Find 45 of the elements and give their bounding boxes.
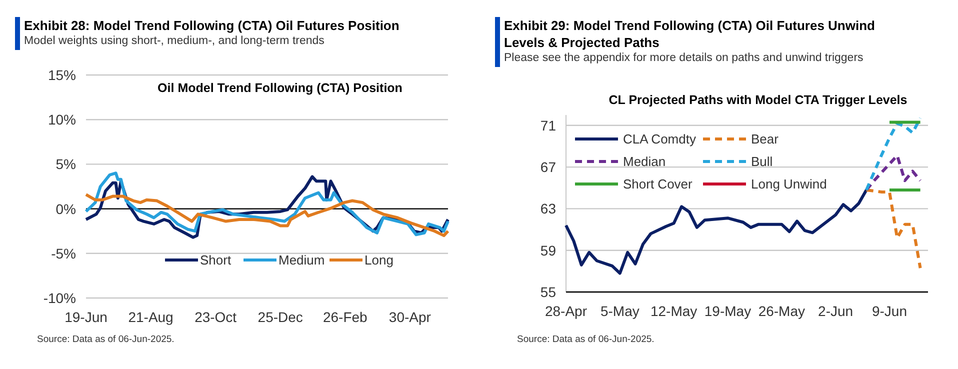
legend-label: Short: [200, 252, 232, 268]
y-tick-label: 71: [540, 117, 556, 134]
chart-title: Exhibit 29: Model Trend Following (CTA) Oil Futures Unwind Levels & Projected Paths: [504, 18, 876, 50]
x-tick-label: 26-May: [758, 303, 806, 319]
legend-label: Short Cover: [623, 176, 694, 192]
legend-label: Median: [623, 154, 666, 169]
legend-label: Bear: [751, 132, 780, 146]
y-tick-label: 63: [540, 200, 556, 217]
x-tick-label: 30-Apr: [388, 309, 432, 325]
line-series: [864, 116, 922, 192]
x-tick-label: 23-Oct: [194, 309, 237, 325]
legend-label: Long Unwind: [751, 176, 827, 192]
line-series: [864, 188, 922, 270]
legend-label: Bull: [751, 154, 773, 169]
legend-label: CLA Comdty: [623, 132, 696, 146]
chart-subtitle: Model weights using short-, medium-, and long-term trends: [24, 35, 325, 47]
x-tick-label: 21-Aug: [128, 309, 174, 325]
source-note: Source: Data as of 06-Jun-2025.: [37, 334, 174, 345]
y-tick-label: 55: [540, 284, 556, 300]
x-tick-label: 25-Dec: [258, 309, 303, 325]
chart-subtitle: Please see the appendix for more details on paths and unwind triggers: [504, 52, 864, 64]
chart-title: Exhibit 28: Model Trend Following (CTA) Oil Futures Position: [24, 18, 400, 33]
y-tick-label: -5%: [51, 245, 76, 262]
y-tick-label: -10%: [43, 290, 76, 306]
y-tick-label: 5%: [56, 156, 76, 172]
line-series: [84, 193, 450, 238]
x-tick-label: 12-May: [650, 303, 698, 319]
y-tick-label: 59: [540, 242, 556, 258]
x-tick-label: 19-Jun: [64, 309, 108, 325]
y-tick-label: 10%: [48, 112, 76, 128]
annotation: Oil Model Trend Following (CTA) Position: [158, 81, 402, 95]
legend-label: Long: [364, 252, 394, 268]
x-tick-label: 19-May: [704, 303, 752, 319]
y-tick-label: 0%: [56, 200, 76, 217]
x-tick-label: 2-Jun: [818, 303, 854, 319]
y-tick-label: 15%: [48, 67, 76, 83]
x-tick-label: 26-Feb: [322, 309, 368, 325]
line-series: [864, 154, 922, 192]
legend-label: Medium: [278, 252, 325, 268]
source-note: Source: Data as of 06-Jun-2025.: [517, 334, 654, 345]
x-tick-label: 9-Jun: [872, 303, 908, 319]
x-tick-label: 5-May: [600, 303, 640, 319]
x-tick-label: 28-Apr: [544, 303, 588, 319]
text: CL Projected Paths with Model CTA Trigger Levels: [608, 93, 908, 107]
y-tick-label: 67: [540, 159, 556, 176]
